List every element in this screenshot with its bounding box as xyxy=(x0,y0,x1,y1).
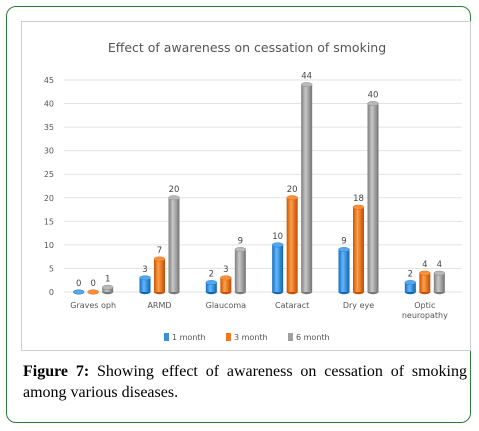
legend-swatch xyxy=(226,333,231,341)
figure-frame: Effect of awareness on cessation of smok… xyxy=(6,6,471,423)
bar xyxy=(404,280,417,295)
legend-label: 3 month xyxy=(234,333,268,342)
data-label: 0 xyxy=(90,279,95,289)
data-label: 7 xyxy=(157,246,162,256)
y-tick-label: 10 xyxy=(44,241,54,250)
data-label: 18 xyxy=(353,194,364,204)
y-tick-label: 20 xyxy=(44,194,54,203)
x-tick-label: ARMD xyxy=(147,301,171,310)
bar xyxy=(286,195,298,295)
data-label: 4 xyxy=(422,260,427,270)
bar xyxy=(367,101,379,295)
figure-caption: Figure 7: Showing effect of awareness on… xyxy=(23,361,467,403)
legend-item: 1 month xyxy=(164,333,206,342)
data-label: 3 xyxy=(223,265,228,275)
y-tick-label: 45 xyxy=(44,76,54,85)
bar xyxy=(205,280,218,295)
x-tick-label: Dry eye xyxy=(343,301,374,310)
y-tick-label: 5 xyxy=(49,264,54,273)
bar xyxy=(153,256,166,295)
y-tick-label: 40 xyxy=(44,100,54,109)
y-tick-label: 25 xyxy=(44,170,54,179)
chart-title: Effect of awareness on cessation of smok… xyxy=(108,40,386,55)
data-label: 44 xyxy=(301,72,312,82)
legend-swatch xyxy=(164,333,169,341)
data-label: 4 xyxy=(437,260,442,270)
bar xyxy=(139,275,151,295)
legend-item: 6 month xyxy=(288,333,330,342)
y-tick-label: 35 xyxy=(44,123,54,132)
bar xyxy=(338,247,350,295)
bar xyxy=(433,270,446,295)
chart-legend: 1 month 3 month 6 month xyxy=(164,333,330,342)
data-label: 9 xyxy=(341,237,346,247)
chart-area: Effect of awareness on cessation of smok… xyxy=(21,21,471,351)
bar xyxy=(72,289,85,295)
bar xyxy=(168,195,180,295)
data-label: 20 xyxy=(169,185,180,195)
data-label: 20 xyxy=(287,185,298,195)
y-tick-label: 15 xyxy=(44,217,54,226)
bar xyxy=(271,242,284,295)
data-label: 0 xyxy=(76,279,81,289)
bar xyxy=(87,289,99,295)
data-label: 10 xyxy=(272,232,283,242)
bar xyxy=(300,82,313,295)
bar xyxy=(220,275,232,295)
data-label: 9 xyxy=(238,237,243,247)
data-label: 2 xyxy=(209,270,214,280)
y-tick-label: 30 xyxy=(44,147,54,156)
data-label: 40 xyxy=(368,91,379,101)
caption-text: Showing effect of awareness on cessation… xyxy=(23,363,467,401)
bar xyxy=(352,204,365,295)
data-label: 1 xyxy=(105,274,110,284)
legend-label: 6 month xyxy=(296,333,330,342)
x-tick-label: Optic neuropathy xyxy=(402,301,448,320)
bar-chart: Effect of awareness on cessation of smok… xyxy=(44,40,462,342)
bar xyxy=(101,284,114,295)
caption-label: Figure 7: xyxy=(23,363,90,380)
legend-swatch xyxy=(288,333,293,341)
bar xyxy=(234,247,247,295)
y-tick-label: 0 xyxy=(49,288,54,297)
x-tick-label: Graves oph xyxy=(70,301,116,310)
data-label: 3 xyxy=(142,265,147,275)
legend-item: 3 month xyxy=(226,333,268,342)
legend-label: 1 month xyxy=(172,333,206,342)
bar xyxy=(419,270,431,295)
data-label: 2 xyxy=(408,270,413,280)
x-tick-label: Cataract xyxy=(275,301,309,310)
x-tick-label: Glaucoma xyxy=(206,301,246,310)
